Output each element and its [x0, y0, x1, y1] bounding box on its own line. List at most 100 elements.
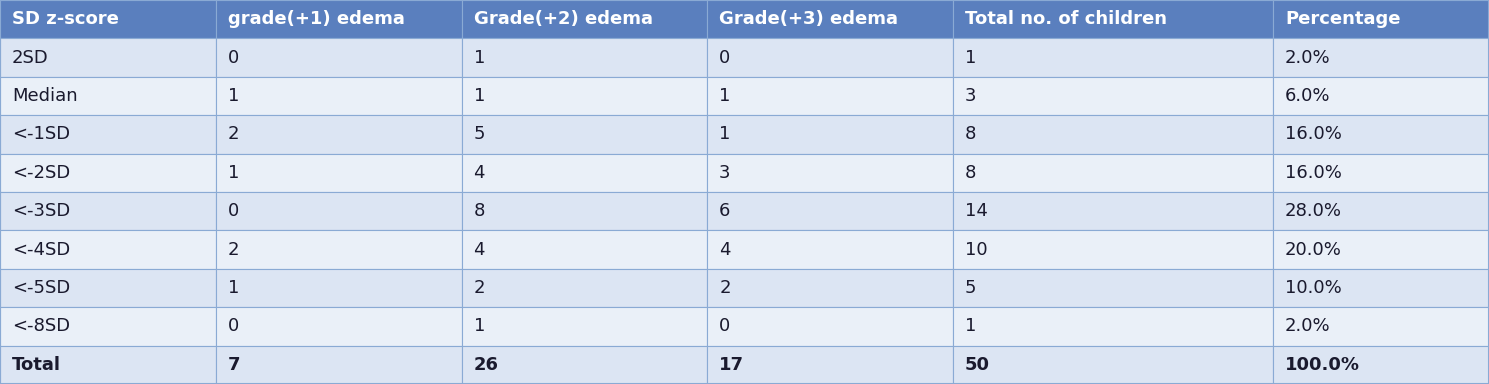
Text: 1: 1 — [474, 49, 485, 66]
Bar — [216, 192, 462, 230]
Bar — [707, 38, 953, 77]
Bar — [707, 77, 953, 115]
Bar — [462, 269, 707, 307]
Text: 7: 7 — [228, 356, 240, 374]
Bar — [707, 192, 953, 230]
Text: 10.0%: 10.0% — [1285, 279, 1342, 297]
Bar — [707, 346, 953, 384]
Text: 2.0%: 2.0% — [1285, 318, 1331, 335]
Text: Total no. of children: Total no. of children — [965, 10, 1167, 28]
Text: Median: Median — [12, 87, 77, 105]
Text: 3: 3 — [719, 164, 731, 182]
Text: 8: 8 — [474, 202, 485, 220]
Bar — [953, 38, 1273, 77]
Text: 6: 6 — [719, 202, 731, 220]
Text: 1: 1 — [719, 126, 731, 143]
Bar — [0, 115, 216, 154]
Text: 1: 1 — [228, 87, 240, 105]
Text: SD z-score: SD z-score — [12, 10, 119, 28]
Bar — [707, 230, 953, 269]
Text: 20.0%: 20.0% — [1285, 241, 1342, 258]
Bar — [462, 77, 707, 115]
Text: <-3SD: <-3SD — [12, 202, 70, 220]
Bar — [0, 77, 216, 115]
Bar — [707, 269, 953, 307]
Bar — [216, 307, 462, 346]
Bar — [0, 346, 216, 384]
Bar — [1273, 38, 1489, 77]
Text: 5: 5 — [965, 279, 977, 297]
Text: 2: 2 — [719, 279, 731, 297]
Bar — [462, 192, 707, 230]
Text: 0: 0 — [228, 202, 240, 220]
Text: 4: 4 — [474, 164, 485, 182]
Text: Total: Total — [12, 356, 61, 374]
Bar — [1273, 346, 1489, 384]
Bar — [216, 0, 462, 38]
Bar — [216, 38, 462, 77]
Text: Percentage: Percentage — [1285, 10, 1401, 28]
Bar — [953, 307, 1273, 346]
Bar — [1273, 192, 1489, 230]
Bar — [0, 154, 216, 192]
Bar — [462, 230, 707, 269]
Text: 17: 17 — [719, 356, 744, 374]
Bar — [1273, 307, 1489, 346]
Text: 1: 1 — [474, 87, 485, 105]
Bar — [216, 77, 462, 115]
Text: 16.0%: 16.0% — [1285, 164, 1342, 182]
Text: 28.0%: 28.0% — [1285, 202, 1342, 220]
Bar — [707, 0, 953, 38]
Bar — [707, 307, 953, 346]
Text: 2: 2 — [474, 279, 485, 297]
Bar — [216, 115, 462, 154]
Text: 1: 1 — [228, 164, 240, 182]
Bar — [0, 38, 216, 77]
Text: 1: 1 — [719, 87, 731, 105]
Text: 14: 14 — [965, 202, 987, 220]
Text: 0: 0 — [228, 49, 240, 66]
Text: <-5SD: <-5SD — [12, 279, 70, 297]
Text: Grade(+3) edema: Grade(+3) edema — [719, 10, 898, 28]
Text: 4: 4 — [474, 241, 485, 258]
Text: 6.0%: 6.0% — [1285, 87, 1331, 105]
Text: 5: 5 — [474, 126, 485, 143]
Text: 0: 0 — [228, 318, 240, 335]
Bar — [462, 154, 707, 192]
Bar — [216, 154, 462, 192]
Text: <-1SD: <-1SD — [12, 126, 70, 143]
Bar — [707, 115, 953, 154]
Bar — [216, 269, 462, 307]
Bar — [462, 307, 707, 346]
Text: 8: 8 — [965, 126, 977, 143]
Text: <-8SD: <-8SD — [12, 318, 70, 335]
Text: Grade(+2) edema: Grade(+2) edema — [474, 10, 652, 28]
Bar — [462, 115, 707, 154]
Bar — [953, 192, 1273, 230]
Bar — [1273, 230, 1489, 269]
Bar — [0, 230, 216, 269]
Text: 1: 1 — [474, 318, 485, 335]
Text: 1: 1 — [965, 318, 977, 335]
Text: 3: 3 — [965, 87, 977, 105]
Bar — [0, 0, 216, 38]
Bar — [953, 346, 1273, 384]
Bar — [953, 77, 1273, 115]
Bar — [707, 154, 953, 192]
Bar — [953, 115, 1273, 154]
Bar — [462, 38, 707, 77]
Text: 1: 1 — [228, 279, 240, 297]
Bar — [216, 230, 462, 269]
Text: 10: 10 — [965, 241, 987, 258]
Bar — [1273, 0, 1489, 38]
Bar — [0, 269, 216, 307]
Bar — [0, 192, 216, 230]
Text: 50: 50 — [965, 356, 990, 374]
Bar — [953, 0, 1273, 38]
Bar — [0, 307, 216, 346]
Text: 16.0%: 16.0% — [1285, 126, 1342, 143]
Text: 2SD: 2SD — [12, 49, 49, 66]
Text: 0: 0 — [719, 49, 731, 66]
Text: 0: 0 — [719, 318, 731, 335]
Text: 2.0%: 2.0% — [1285, 49, 1331, 66]
